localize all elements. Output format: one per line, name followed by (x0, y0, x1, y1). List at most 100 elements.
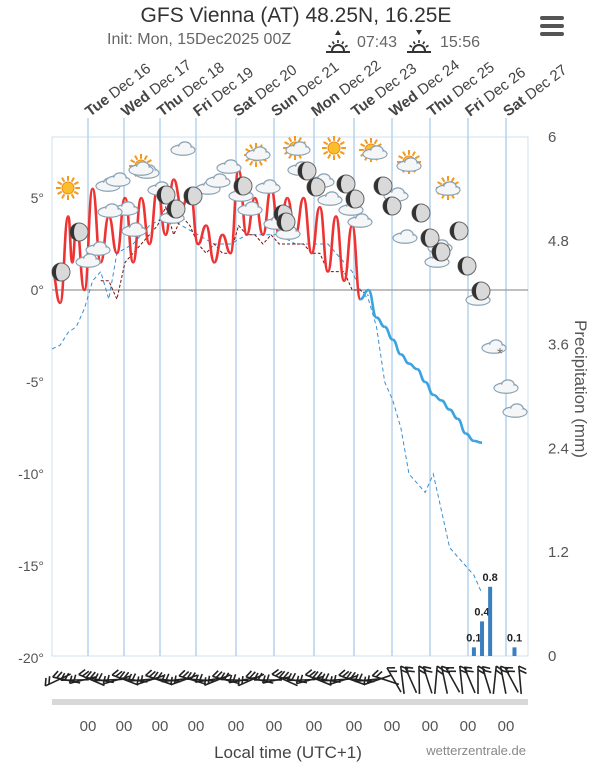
right-tick-label: 1.2 (548, 544, 569, 561)
moon-shadow (167, 200, 176, 218)
sunset-icon (407, 30, 431, 53)
x-axis-label: Local time (UTC+1) (214, 743, 362, 762)
temperature-segment (294, 196, 305, 237)
moon-icon (51, 262, 71, 282)
plot-area (51, 136, 529, 657)
right-tick-label: 4.8 (548, 233, 569, 250)
wind-feather (211, 670, 219, 677)
init-text: Init: Mon, 15Dec2025 00Z (107, 31, 292, 48)
moon-shadow (157, 186, 166, 204)
wind-feather (106, 674, 110, 683)
sun-ray (288, 153, 293, 159)
sun-ray (70, 177, 75, 183)
wind-feather (282, 671, 290, 679)
sun-ray (331, 41, 335, 45)
sun-ray (130, 159, 136, 164)
wind-feather (299, 674, 304, 683)
wind-feather (278, 670, 286, 678)
temperature-segment (392, 338, 402, 356)
wind-feather (89, 671, 96, 679)
wind-feather (178, 669, 186, 677)
menu-button[interactable] (537, 14, 567, 40)
wind-feather (186, 671, 192, 680)
wind-feather (68, 675, 73, 684)
sun-ray (61, 177, 66, 183)
moon-shadow (421, 229, 430, 247)
moon-shadow (298, 162, 307, 180)
precip-bar (512, 647, 517, 656)
wind-feather (60, 672, 66, 681)
cloud-icon (502, 403, 528, 418)
moon-icon (373, 176, 393, 196)
wind-feather (198, 673, 203, 682)
sun-icon (322, 136, 346, 160)
moon-shadow (412, 204, 421, 222)
wind-feather (148, 670, 156, 678)
cloud-fill (348, 218, 372, 227)
moon-icon (431, 242, 451, 262)
wind-feather (388, 670, 398, 673)
temperature-segment (115, 196, 127, 255)
cloud-fill (122, 227, 146, 236)
temperature-segment (433, 393, 442, 402)
sun-ray (73, 181, 79, 186)
wind-feather (207, 675, 211, 684)
right-tick-label: 3.6 (548, 337, 569, 354)
sun-ray (336, 137, 341, 143)
wind-feather (78, 669, 86, 676)
left-tick-label: 5° (31, 190, 44, 206)
wind-feather (127, 673, 133, 682)
wind-feather (123, 671, 130, 680)
wind-barb-icon (504, 666, 519, 693)
x-tick-label: 00 (306, 718, 323, 735)
cloud-icon (317, 191, 343, 206)
sun-ray (328, 44, 332, 48)
cloud-icon (237, 201, 263, 216)
sun-ray (57, 181, 63, 186)
cloud-fill (98, 208, 122, 217)
cloud-icon (347, 213, 373, 228)
precip-label: 0.4 (474, 606, 490, 618)
wind-feather (316, 671, 323, 679)
sun-ray (402, 151, 407, 157)
menu-bar-icon (540, 32, 564, 36)
cloud-fill (76, 258, 100, 267)
wind-feather (482, 665, 491, 670)
wind-feather (102, 675, 107, 685)
temperature-segment (326, 215, 338, 273)
moon-icon (233, 176, 253, 196)
sun-ray (344, 44, 348, 48)
moon-shadow (277, 213, 286, 231)
cloud-fill (339, 206, 363, 215)
wind-barb-icon (363, 674, 391, 686)
sun-disc (327, 141, 341, 155)
sun-ray (327, 153, 332, 159)
x-tick-label: 00 (152, 718, 169, 735)
wind-feather (131, 673, 137, 682)
credit-text: wetterzentrale.de (425, 743, 526, 758)
x-tick-label: 00 (346, 718, 363, 735)
cloud-icon (481, 339, 507, 354)
temperature-segment (408, 362, 418, 371)
cloud-fill (106, 177, 130, 186)
wind-feather (286, 672, 293, 681)
wind-feather (215, 671, 223, 678)
sun-ray (323, 150, 329, 155)
temperature-segment (221, 233, 232, 255)
wind-feather (423, 665, 432, 670)
wind-feather (464, 666, 473, 669)
cloud-icon (285, 141, 311, 156)
sun-ray (288, 137, 293, 143)
moon-shadow (432, 243, 441, 261)
sun-icon (56, 176, 80, 200)
sun-ray (61, 193, 66, 199)
wind-feather (261, 675, 266, 684)
wind-feather (358, 673, 363, 682)
wind-feather (160, 673, 166, 683)
wind-feather (505, 666, 514, 669)
temperature-segment (473, 439, 483, 445)
wind-feather (295, 675, 300, 684)
menu-bar-icon (540, 16, 564, 20)
wind-feather (237, 677, 241, 686)
